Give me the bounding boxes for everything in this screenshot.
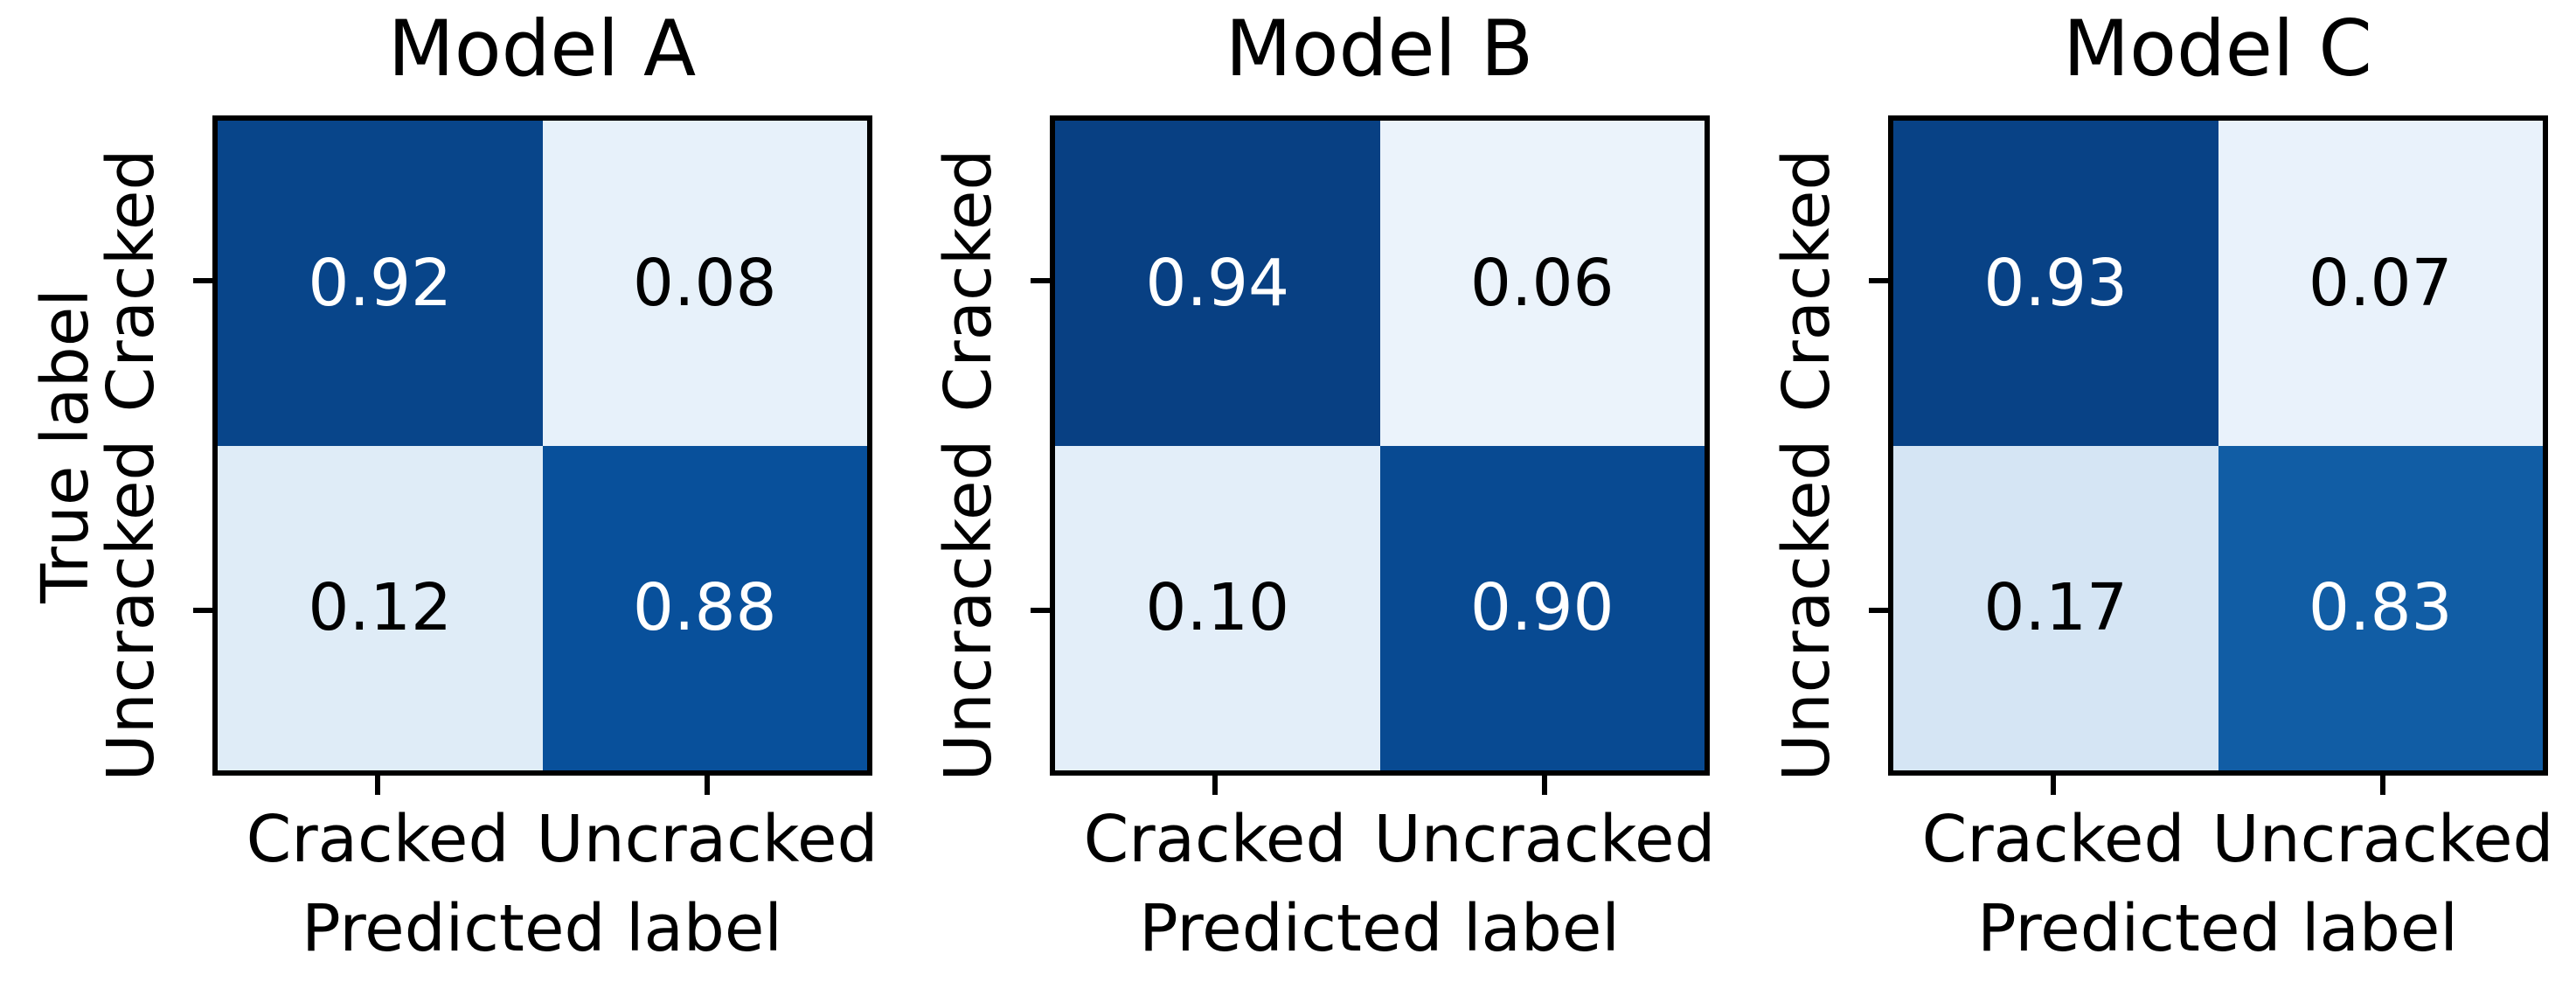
y-tick-mark	[1031, 608, 1050, 613]
y-tick-mark	[193, 278, 212, 283]
y-tick-mark	[1031, 278, 1050, 283]
panel-model-a: Model A True label Cracked Uncracked 0.9…	[28, 0, 878, 982]
y-tick-mark	[193, 608, 212, 613]
confusion-matrix: 0.92 0.08 0.12 0.88	[212, 115, 872, 776]
y-tick-label-uncracked: Uncracked	[1769, 439, 1844, 782]
x-axis-label: Predicted label	[1977, 891, 2458, 966]
panel-title: Model A	[387, 3, 697, 94]
x-axis-label: Predicted label	[302, 891, 782, 966]
y-tick-label-uncracked: Uncracked	[94, 439, 169, 782]
confusion-matrix: 0.93 0.07 0.17 0.83	[1888, 115, 2548, 776]
matrix-cell-true-cracked-pred-cracked: 0.92	[218, 121, 543, 446]
x-tick-mark	[2380, 776, 2385, 795]
x-tick-label-cracked: Cracked	[1921, 802, 2185, 877]
y-tick-label-uncracked: Uncracked	[931, 439, 1006, 782]
y-tick-label-cracked: Cracked	[94, 149, 169, 413]
matrix-cell-true-uncracked-pred-cracked: 0.12	[218, 445, 543, 770]
panel-title: Model C	[2063, 3, 2372, 94]
y-tick-mark	[1869, 608, 1888, 613]
y-tick-label-cracked: Cracked	[1769, 149, 1844, 413]
matrix-cell-true-uncracked-pred-uncracked: 0.90	[1379, 445, 1705, 770]
x-tick-label-uncracked: Uncracked	[2211, 802, 2554, 877]
x-tick-label-uncracked: Uncracked	[1373, 802, 1716, 877]
x-axis-label: Predicted label	[1139, 891, 1620, 966]
matrix-cell-true-uncracked-pred-cracked: 0.17	[1893, 445, 2218, 770]
x-tick-label-cracked: Cracked	[246, 802, 510, 877]
matrix-cell-true-cracked-pred-cracked: 0.94	[1055, 121, 1380, 446]
matrix-cell-true-cracked-pred-uncracked: 0.06	[1379, 121, 1705, 446]
x-tick-label-uncracked: Uncracked	[536, 802, 878, 877]
matrix-cell-true-uncracked-pred-uncracked: 0.88	[542, 445, 867, 770]
y-tick-label-cracked: Cracked	[931, 149, 1006, 413]
y-axis-label: True label	[28, 289, 103, 603]
panel-title: Model B	[1225, 3, 1534, 94]
matrix-cell-true-cracked-pred-cracked: 0.93	[1893, 121, 2218, 446]
matrix-cell-true-uncracked-pred-cracked: 0.10	[1055, 445, 1380, 770]
matrix-cell-true-cracked-pred-uncracked: 0.07	[2218, 121, 2543, 446]
panel-model-c: Model C Cracked Uncracked 0.93 0.07 0.17…	[1769, 0, 2553, 982]
matrix-cell-true-uncracked-pred-uncracked: 0.83	[2218, 445, 2543, 770]
x-tick-mark	[1542, 776, 1547, 795]
x-tick-mark	[2051, 776, 2056, 795]
y-tick-mark	[1869, 278, 1888, 283]
x-tick-label-cracked: Cracked	[1083, 802, 1347, 877]
panel-model-b: Model B Cracked Uncracked 0.94 0.06 0.10…	[931, 0, 1715, 982]
matrix-cell-true-cracked-pred-uncracked: 0.08	[542, 121, 867, 446]
confusion-matrix: 0.94 0.06 0.10 0.90	[1050, 115, 1710, 776]
x-tick-mark	[375, 776, 380, 795]
x-tick-mark	[705, 776, 710, 795]
x-tick-mark	[1212, 776, 1218, 795]
